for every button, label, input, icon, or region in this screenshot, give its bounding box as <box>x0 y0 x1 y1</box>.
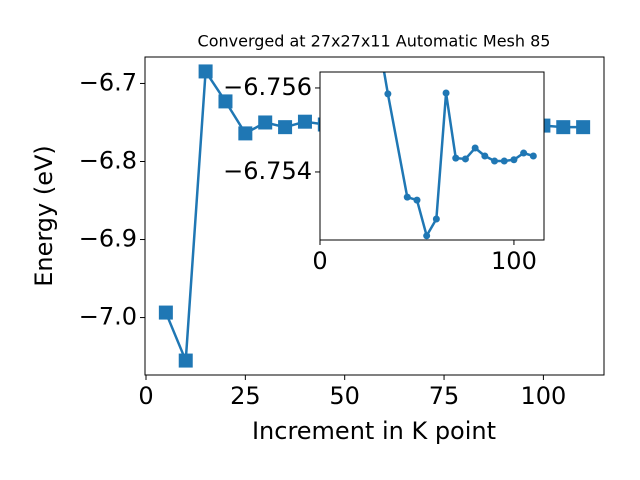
data-point <box>510 156 518 164</box>
x-tick-label: 75 <box>429 382 460 410</box>
y-tick-label: −6.7 <box>79 68 137 96</box>
data-point <box>471 144 479 152</box>
data-point <box>452 154 460 162</box>
x-tick-label: 100 <box>520 382 566 410</box>
plot-content <box>382 72 537 240</box>
data-point <box>258 115 273 130</box>
axes-frame <box>319 71 545 241</box>
data-point <box>218 94 233 109</box>
chart-title: Converged at 27x27x11 Automatic Mesh 85 <box>198 32 551 51</box>
y-tick-label: −7.0 <box>79 303 137 331</box>
x-axis-label: Increment in K point <box>252 417 496 445</box>
x-tick-label: 0 <box>138 382 153 410</box>
data-point <box>461 155 469 163</box>
data-point <box>198 64 213 79</box>
y-tick-label: −6.8 <box>79 146 137 174</box>
data-point <box>403 193 411 201</box>
x-tick-label: 50 <box>329 382 360 410</box>
data-line <box>382 72 534 238</box>
data-point <box>556 120 571 135</box>
axes-frame <box>144 56 605 376</box>
y-axis-label: Energy (eV) <box>30 145 58 287</box>
data-point <box>178 353 193 368</box>
axes: 0 100 −6.756 −6.754 <box>223 71 545 275</box>
x-tick-label: 25 <box>230 382 261 410</box>
data-point <box>413 196 421 204</box>
data-point <box>432 215 440 223</box>
data-point <box>442 89 450 97</box>
y-tick-label: −6.9 <box>79 225 137 253</box>
data-point <box>520 149 528 157</box>
data-point <box>481 152 489 160</box>
plot-area <box>320 72 544 240</box>
data-point <box>576 120 591 135</box>
y-tick-label: −6.754 <box>223 157 312 185</box>
data-point <box>384 90 392 98</box>
data-point <box>158 305 173 320</box>
data-point <box>500 157 508 165</box>
data-point <box>278 120 293 135</box>
data-point <box>491 157 499 165</box>
data-point <box>238 126 253 141</box>
data-point <box>529 152 537 160</box>
data-point <box>423 232 431 240</box>
x-tick-label: 0 <box>312 247 327 275</box>
data-point <box>297 114 312 129</box>
y-tick-label: −6.756 <box>223 73 312 101</box>
x-tick-label: 100 <box>491 247 537 275</box>
